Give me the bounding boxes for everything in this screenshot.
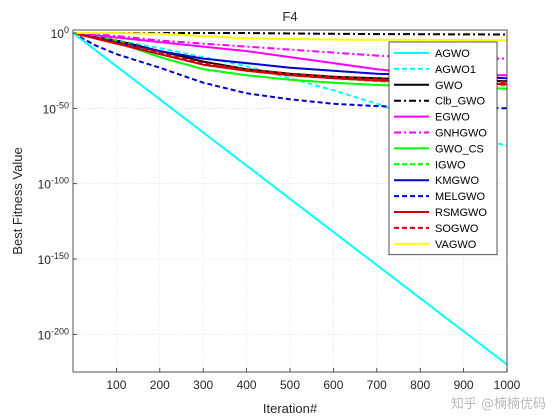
legend-label: IGWO [435, 159, 466, 171]
legend-label: GWO_CS [435, 143, 484, 155]
legend-label: AGWO [435, 48, 470, 60]
legend-label: AGWO1 [435, 64, 476, 76]
legend-label: SOGWO [435, 223, 479, 235]
x-ticks: 100 200 300 400 500 600 700 800 900 1000 [106, 368, 521, 392]
series-line-vagwo [73, 32, 508, 42]
x-tick-label: 400 [237, 378, 257, 392]
x-tick-label: 600 [323, 378, 343, 392]
legend: AGWO AGWO1 GWO Clb_GWO EGWO GNHGWO GWO_CS IGWO K… [388, 41, 498, 256]
series-line-melgwo [72, 32, 507, 110]
x-tick-label: 700 [367, 378, 387, 392]
series-line-clb-gwo [73, 32, 508, 36]
x-tick-label: 800 [410, 378, 430, 392]
legend-label: MELGWO [435, 191, 486, 203]
series-line-agwo [72, 32, 508, 366]
x-axis-label: Iteration# [263, 401, 318, 416]
legend-label: KMGWO [435, 175, 479, 187]
y-ticks: 100 10-50 10-100 10-150 10-200 [38, 25, 77, 342]
legend-label: GNHGWO [435, 128, 487, 140]
series-line-agwo1 [72, 32, 508, 147]
x-tick-label: 100 [106, 378, 126, 392]
y-tick-label: 10-50 [43, 100, 69, 116]
legend-label: RSMGWO [435, 207, 487, 219]
y-tick-label: 10-200 [38, 326, 69, 342]
legend-label: Clb_GWO [435, 96, 486, 108]
y-axis-label: Best Fitness Value [10, 147, 25, 254]
y-tick-label: 10-100 [38, 176, 69, 192]
x-tick-label: 900 [454, 378, 474, 392]
legend-label: VAGWO [435, 239, 477, 251]
x-tick-label: 300 [193, 378, 213, 392]
x-tick-label: 500 [280, 378, 300, 392]
legend-label: EGWO [435, 112, 470, 124]
series-line-sogwo [72, 32, 508, 83]
y-tick-label: 10-150 [38, 251, 69, 267]
watermark: 知乎 @楠楠优码 [450, 397, 546, 412]
legend-label: GWO [435, 80, 463, 92]
x-tick-label: 1000 [494, 378, 521, 392]
y-tick-label: 100 [51, 25, 69, 41]
chart-title: F4 [282, 9, 297, 24]
x-tick-label: 200 [150, 378, 170, 392]
